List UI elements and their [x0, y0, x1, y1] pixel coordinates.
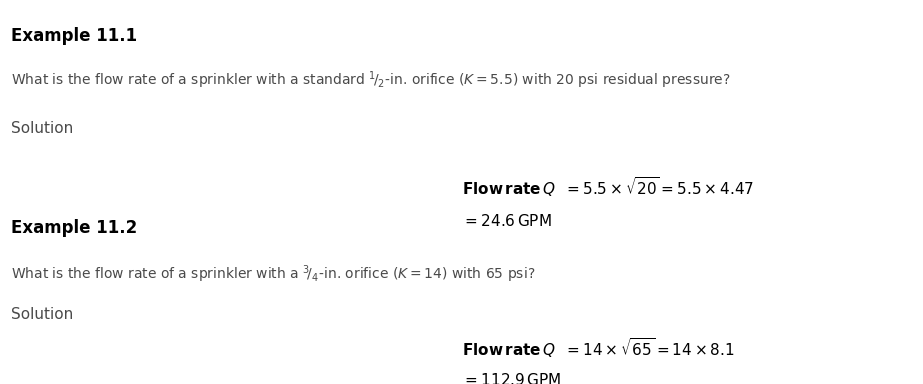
Text: Solution: Solution — [11, 307, 73, 322]
Text: What is the flow rate of a sprinkler with a $^3\!/_4$-in. orifice $(K = 14)$ wit: What is the flow rate of a sprinkler wit… — [11, 263, 535, 285]
Text: Example 11.1: Example 11.1 — [11, 27, 138, 45]
Text: Example 11.2: Example 11.2 — [11, 219, 138, 237]
Text: Solution: Solution — [11, 121, 73, 136]
Text: $=112.9\,\mathrm{GPM}$: $=112.9\,\mathrm{GPM}$ — [462, 372, 561, 384]
Text: $=24.6\,\mathrm{GPM}$: $=24.6\,\mathrm{GPM}$ — [462, 213, 551, 229]
Text: $\mathbf{Flow\,rate}\,Q\;\ =14\times\sqrt{65}=14\times8.1$: $\mathbf{Flow\,rate}\,Q\;\ =14\times\sqr… — [462, 336, 735, 360]
Text: $\mathbf{Flow\,rate}\,Q\;\ =5.5\times\sqrt{20}=5.5\times4.47$: $\mathbf{Flow\,rate}\,Q\;\ =5.5\times\sq… — [462, 175, 754, 199]
Text: What is the flow rate of a sprinkler with a standard $^1\!/_2$-in. orifice $(K =: What is the flow rate of a sprinkler wit… — [11, 69, 731, 91]
